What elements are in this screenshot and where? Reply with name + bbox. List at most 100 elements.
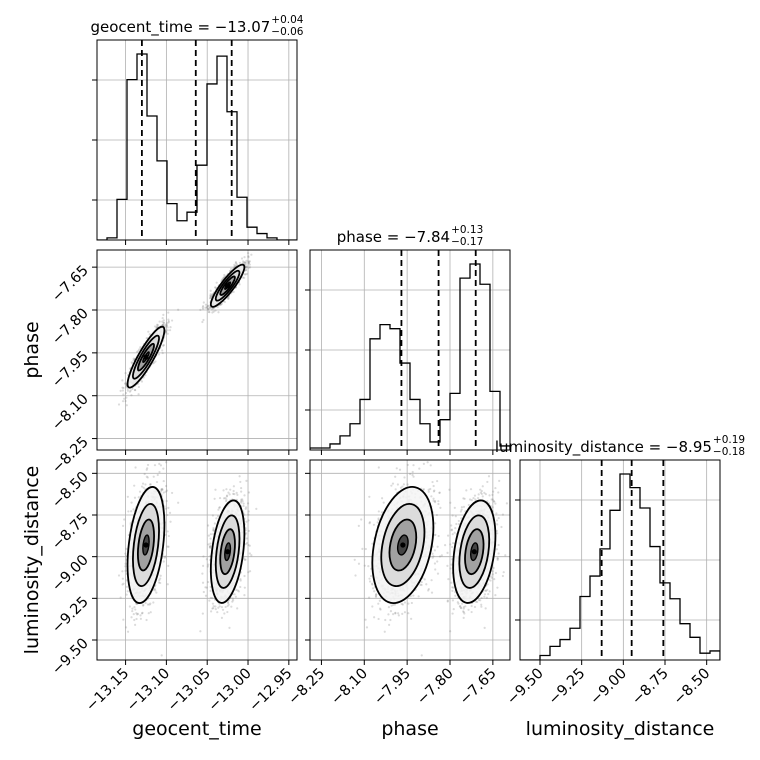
sample-point — [124, 562, 127, 565]
sample-point — [222, 497, 226, 500]
sample-point — [217, 311, 220, 314]
sample-point — [216, 611, 219, 614]
sample-point — [209, 545, 212, 548]
sample-point — [223, 300, 226, 304]
sample-point — [132, 508, 135, 511]
sample-point — [166, 326, 169, 329]
sample-point — [134, 608, 137, 611]
sample-point — [126, 630, 130, 633]
sample-point — [212, 307, 215, 310]
sample-point — [167, 506, 170, 509]
sample-point — [211, 607, 214, 610]
sample-point — [231, 597, 234, 600]
panel-1-1 — [305, 249, 511, 455]
sample-point — [243, 273, 246, 276]
sample-point — [245, 265, 248, 268]
sample-point — [162, 560, 165, 563]
sample-point — [211, 311, 214, 314]
sample-point — [164, 533, 167, 536]
sample-point — [161, 488, 164, 491]
sample-point — [222, 489, 225, 492]
sample-point — [133, 606, 136, 609]
sample-point — [227, 603, 230, 606]
sample-point — [209, 542, 212, 545]
sample-point — [234, 595, 237, 598]
sample-point — [158, 320, 161, 323]
sample-point — [165, 323, 168, 326]
sample-point — [225, 495, 228, 498]
sample-point — [121, 379, 124, 382]
sample-point — [159, 464, 163, 467]
sample-point — [236, 493, 239, 496]
sample-point — [207, 543, 210, 546]
sample-point — [122, 386, 125, 390]
sample-point — [240, 498, 243, 501]
sample-point — [155, 480, 159, 484]
sample-point — [152, 601, 155, 604]
sample-point — [143, 472, 146, 476]
sample-point — [245, 537, 248, 540]
sample-point — [220, 616, 224, 619]
sample-point — [122, 393, 125, 396]
sample-point — [224, 496, 227, 500]
y-tick-label: −8.25 — [49, 434, 92, 477]
sample-point — [145, 475, 148, 478]
sample-point — [207, 563, 210, 566]
density-peak — [225, 283, 231, 289]
sample-point — [202, 318, 205, 322]
sample-point — [204, 594, 208, 597]
sample-point — [216, 305, 219, 309]
sample-point — [211, 514, 214, 517]
sample-point — [140, 380, 144, 383]
sample-point — [166, 530, 169, 533]
sample-point — [123, 518, 126, 521]
sample-point — [227, 297, 230, 300]
sample-point — [130, 361, 133, 364]
sample-point — [228, 626, 231, 629]
sample-point — [124, 626, 128, 629]
sample-point — [167, 545, 170, 548]
sample-point — [218, 496, 222, 500]
sample-point — [209, 596, 212, 599]
sample-point — [125, 547, 128, 550]
sample-point — [247, 519, 250, 522]
sample-point — [248, 544, 251, 547]
density-contours — [126, 263, 246, 389]
sample-point — [210, 308, 214, 311]
sample-point — [132, 357, 135, 360]
sample-point — [232, 599, 235, 602]
sample-point — [117, 403, 121, 406]
sample-point — [166, 332, 169, 335]
sample-point — [204, 586, 207, 589]
sample-point — [139, 346, 142, 349]
sample-point — [243, 261, 246, 264]
sample-point — [148, 603, 151, 606]
sample-point — [210, 295, 213, 298]
sample-point — [157, 581, 160, 584]
sample-point — [167, 318, 170, 321]
sample-point — [160, 488, 163, 492]
sample-point — [230, 605, 233, 608]
sample-point — [250, 253, 253, 256]
sample-point — [202, 304, 205, 308]
sample-point — [131, 362, 134, 365]
sample-point — [214, 286, 217, 289]
sample-point — [207, 304, 210, 307]
sample-point — [247, 491, 251, 494]
sample-point — [202, 590, 205, 594]
sample-point — [162, 467, 165, 470]
sample-point — [214, 309, 217, 312]
sample-point — [165, 499, 168, 503]
sample-point — [202, 555, 205, 558]
sample-point — [247, 529, 250, 533]
sample-point — [131, 607, 134, 610]
sample-point — [162, 321, 165, 324]
sample-point — [146, 603, 150, 606]
sample-point — [207, 310, 210, 314]
sample-point — [168, 329, 172, 332]
sample-point — [146, 476, 149, 479]
sample-point — [201, 581, 205, 584]
sample-point — [119, 596, 122, 599]
sample-point — [142, 486, 145, 489]
sample-point — [208, 311, 211, 314]
